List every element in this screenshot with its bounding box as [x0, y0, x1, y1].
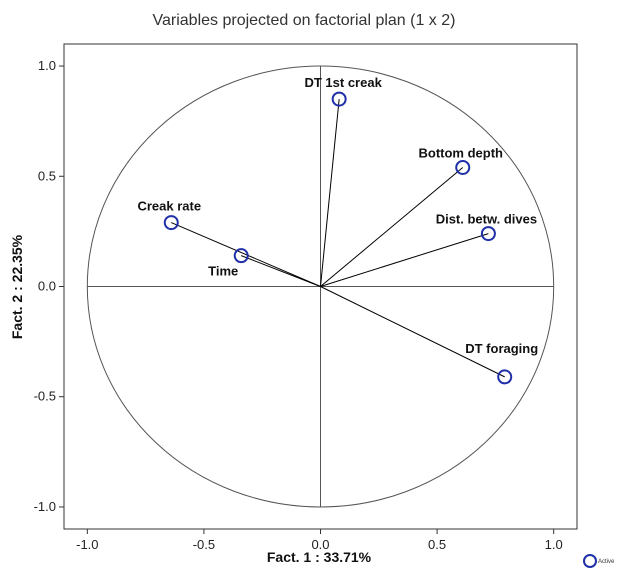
point-marker	[497, 369, 513, 385]
x-axis-label: Fact. 1 : 33.71%	[267, 549, 372, 565]
point-marker	[233, 248, 249, 264]
plot-area: -1.0 -0.5 0.0 0.5 1.0 -1.0 -0.5 0.0 0.5 1.0 DT 1st…	[34, 43, 578, 552]
vector-line	[320, 233, 489, 287]
vector-line	[171, 222, 321, 287]
legend-marker	[583, 554, 597, 568]
point-marker	[455, 159, 471, 175]
y-tick-label: -0.5	[34, 389, 56, 404]
chart-title: Variables projected on factorial plan (1…	[153, 12, 456, 29]
vector-line	[320, 99, 340, 287]
point-label: Time	[208, 264, 238, 279]
point-label: DT 1st creak	[304, 75, 382, 90]
point-label: DT foraging	[465, 341, 538, 356]
x-tick-label: -1.0	[76, 537, 98, 552]
y-tick-label: -1.0	[34, 499, 56, 514]
point-label: Dist. betw. dives	[436, 212, 537, 227]
legend: Active	[583, 554, 615, 568]
point-label: Creak rate	[137, 199, 201, 214]
x-tick-label: 0.5	[428, 537, 446, 552]
point-marker	[163, 215, 179, 231]
vector-line	[320, 286, 505, 378]
point-marker	[331, 91, 347, 107]
vector-line	[241, 255, 321, 287]
x-tick-label: 1.0	[545, 537, 563, 552]
y-tick-label: 1.0	[38, 58, 56, 73]
x-tick-label: -0.5	[193, 537, 215, 552]
point-label: Bottom depth	[418, 145, 503, 160]
y-axis-label: Fact. 2 : 22.35%	[9, 234, 25, 339]
y-tick-label: 0.5	[38, 168, 56, 183]
legend-label: Active	[598, 559, 615, 565]
vector-line	[320, 167, 464, 287]
x-tick-label: 0.0	[311, 537, 329, 552]
point-marker	[480, 226, 496, 242]
y-tick-label: 0.0	[38, 279, 56, 294]
